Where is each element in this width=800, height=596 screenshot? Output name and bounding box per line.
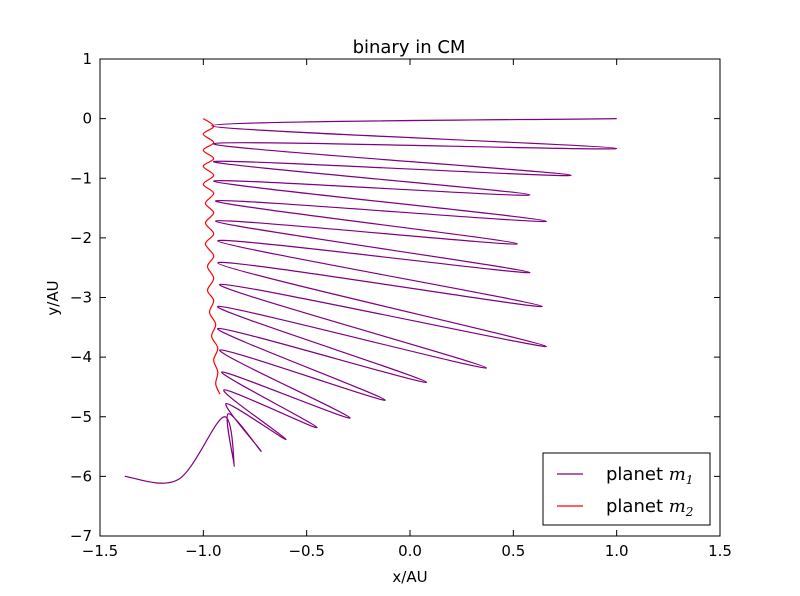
plot-area — [124, 118, 618, 484]
axis-ticks: −1.5 −1.0 −0.5 0.0 0.5 1.0 1.5 1 0 −1 −2 −3 −4 −5 −6 −7 — [70, 50, 732, 560]
x-tick-label: 1.5 — [708, 542, 732, 560]
y-tick-label: −3 — [70, 289, 92, 307]
series-line-planet-m2 — [202, 118, 221, 395]
legend: planet m1 planet m2 — [542, 452, 711, 526]
x-tick-label: −1.0 — [185, 542, 221, 560]
y-tick-label: −2 — [70, 229, 92, 247]
x-tick-label: 1.0 — [605, 542, 629, 560]
y-tick-label: 0 — [82, 110, 92, 128]
y-tick-label: 1 — [82, 50, 92, 68]
y-tick-label: −5 — [70, 408, 92, 426]
x-tick-label: 0.0 — [398, 542, 422, 560]
x-tick-label: −1.5 — [82, 542, 118, 560]
y-tick-label: −7 — [70, 527, 92, 545]
y-tick-label: −1 — [70, 169, 92, 187]
legend-label: planet m2 — [606, 496, 693, 519]
legend-label: planet m1 — [606, 464, 693, 487]
x-axis-label: x/AU — [392, 568, 427, 586]
x-tick-label: 0.5 — [501, 542, 525, 560]
series-line-planet-m1 — [124, 118, 618, 484]
legend-box — [542, 452, 711, 526]
y-tick-label: −4 — [70, 348, 92, 366]
x-tick-label: −0.5 — [288, 542, 324, 560]
y-tick-label: −6 — [70, 467, 92, 485]
chart-title: binary in CM — [353, 37, 466, 58]
y-axis-label: y/AU — [44, 280, 62, 315]
plot-frame — [99, 58, 721, 537]
